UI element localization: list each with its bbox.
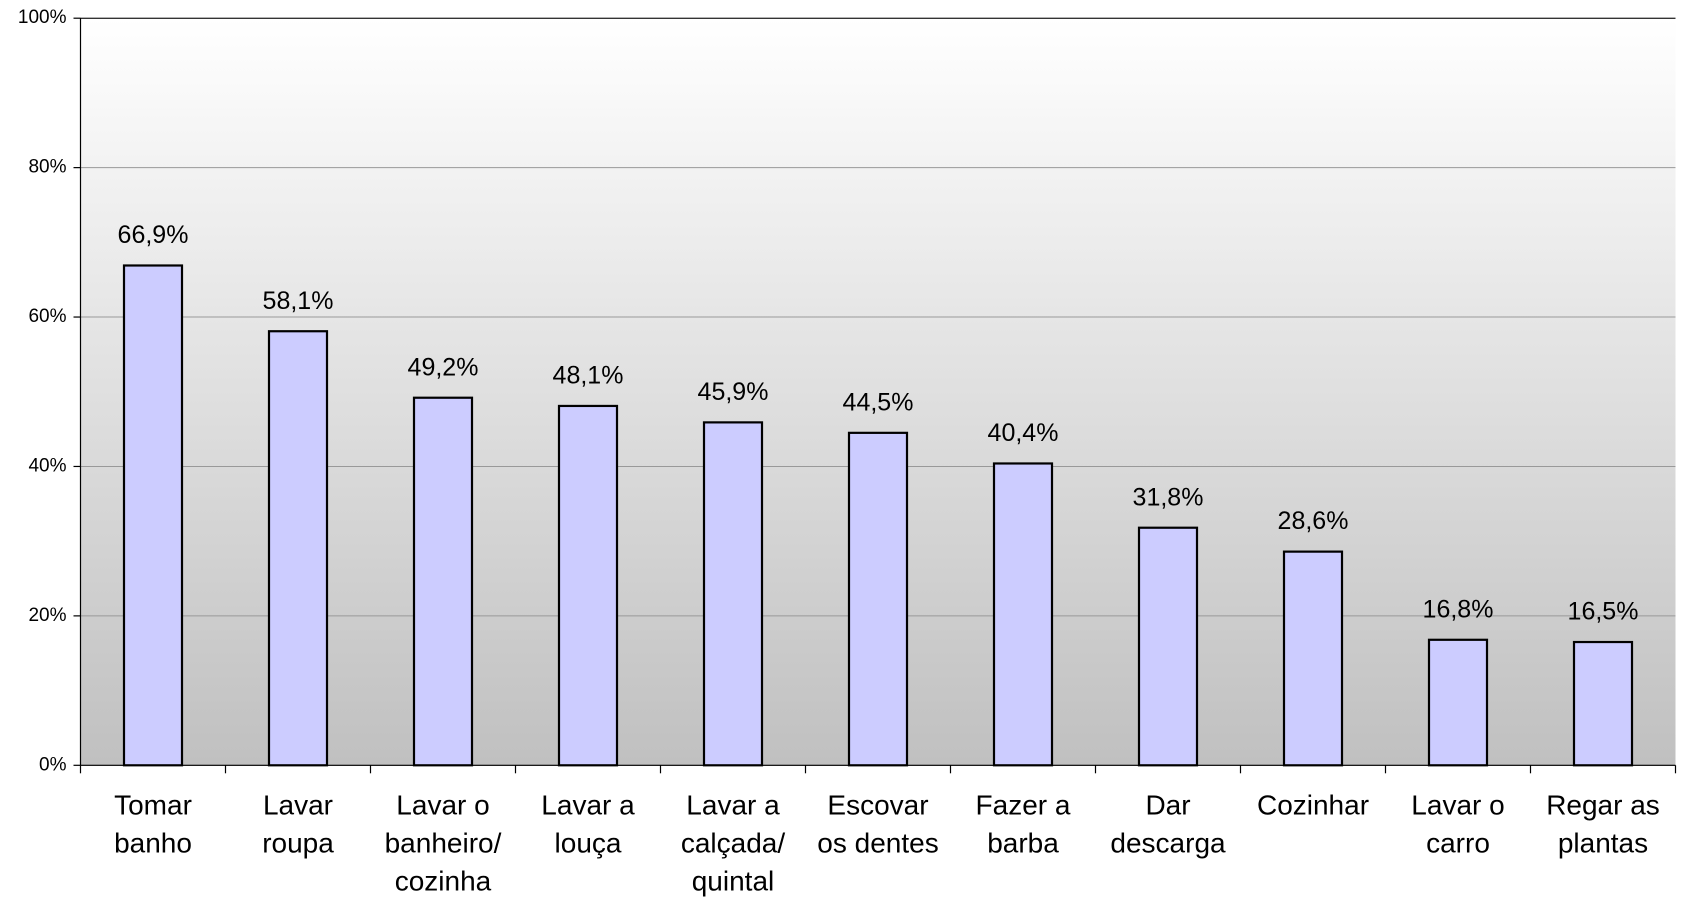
y-tick-label: 60%	[28, 306, 66, 327]
x-tick-label: Regar as	[1546, 789, 1660, 820]
bar	[267, 330, 329, 767]
x-tick-label: calçada/	[681, 827, 786, 858]
x-tick-label: cozinha	[395, 865, 492, 896]
x-tick-label: Lavar a	[686, 789, 780, 820]
value-label: 58,1%	[263, 287, 334, 315]
x-tick-label: Lavar	[263, 789, 333, 820]
y-tick-label: 0%	[39, 754, 67, 775]
value-label: 44,5%	[843, 388, 914, 416]
value-label: 16,5%	[1568, 598, 1639, 626]
bar	[992, 462, 1054, 767]
x-tick-label: quintal	[692, 865, 775, 896]
value-label: 66,9%	[118, 221, 189, 249]
value-label: 28,6%	[1278, 507, 1349, 535]
bar	[1572, 640, 1634, 767]
bar	[412, 396, 474, 767]
value-label: 16,8%	[1423, 595, 1494, 623]
y-tick-label: 20%	[28, 605, 66, 626]
bar	[1282, 550, 1344, 767]
x-tick-label: banheiro/	[385, 827, 502, 858]
bar	[1137, 526, 1199, 767]
bar	[847, 431, 909, 767]
x-tick-label: os dentes	[817, 827, 938, 858]
x-tick-label: plantas	[1558, 827, 1648, 858]
value-label: 48,1%	[553, 362, 624, 390]
bar	[122, 264, 184, 767]
y-tick-label: 40%	[28, 455, 66, 476]
x-tick-label: Escovar	[827, 789, 928, 820]
value-label: 31,8%	[1133, 483, 1204, 511]
x-tick-label: louça	[555, 827, 622, 858]
x-tick-label: Cozinhar	[1257, 789, 1369, 820]
x-tick-label: banho	[114, 827, 192, 858]
x-tick-label: Lavar a	[541, 789, 635, 820]
y-tick-label: 80%	[28, 157, 66, 178]
x-tick-label: carro	[1426, 827, 1490, 858]
value-label: 40,4%	[988, 419, 1059, 447]
x-tick-label: Tomar	[114, 789, 192, 820]
y-tick-label: 100%	[18, 7, 67, 28]
bar	[1427, 638, 1489, 767]
bar	[557, 404, 619, 767]
value-label: 49,2%	[408, 353, 479, 381]
x-tick-label: Dar	[1145, 789, 1190, 820]
x-tick-label: Lavar o	[1411, 789, 1504, 820]
bar	[702, 421, 764, 767]
x-tick-label: descarga	[1110, 827, 1226, 858]
x-tick-label: Fazer a	[976, 789, 1071, 820]
value-label: 45,9%	[698, 378, 769, 406]
x-tick-label: barba	[987, 827, 1059, 858]
x-tick-label: Lavar o	[396, 789, 489, 820]
x-tick-label: roupa	[262, 827, 334, 858]
